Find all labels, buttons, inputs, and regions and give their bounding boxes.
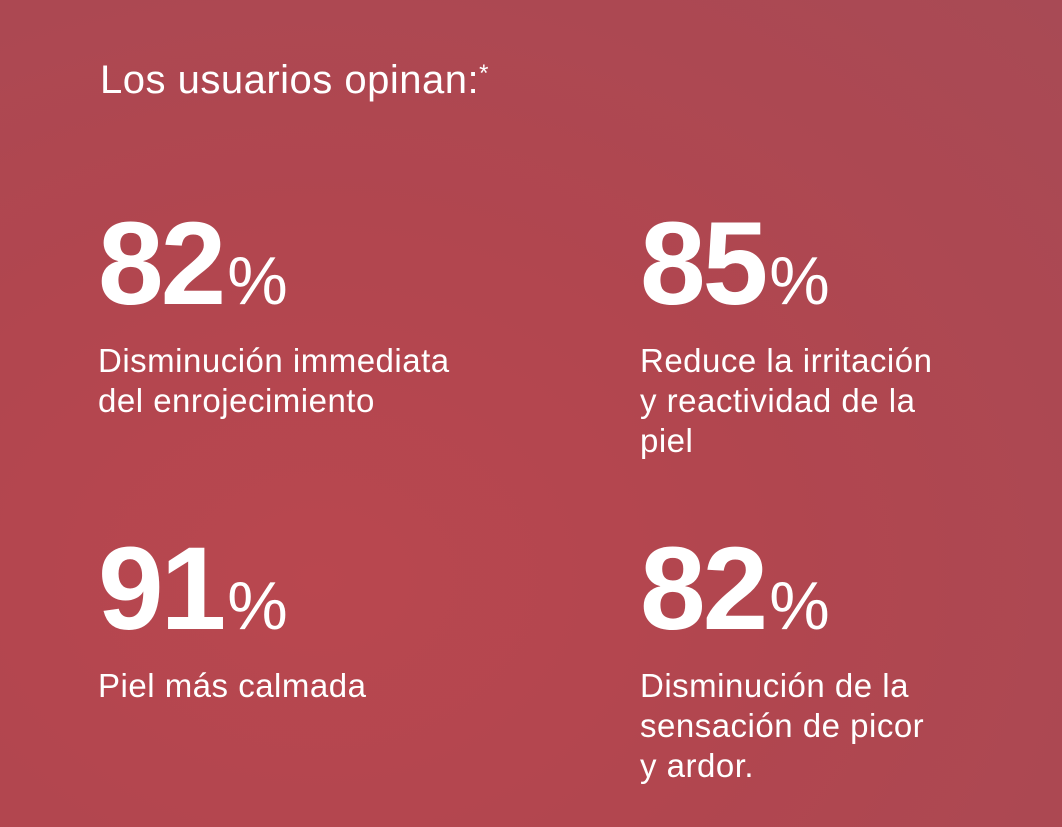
stat-description-line: del enrojecimiento: [98, 382, 375, 419]
stat-figure: 82%: [98, 205, 538, 323]
stat-description: Disminución de la sensación de picor y a…: [640, 666, 1010, 786]
stat-description-line: sensación de picor: [640, 707, 925, 744]
stat-description-line: y ardor.: [640, 747, 755, 784]
stat-description: Piel más calmada: [98, 666, 538, 706]
stat-description-line: y reactividad de la: [640, 382, 916, 419]
stat-irritation: 85% Reduce la irritación y reactividad d…: [640, 205, 1010, 461]
stat-description-line: piel: [640, 422, 694, 459]
percent-sign: %: [769, 568, 830, 644]
stat-description: Disminución immediata del enrojecimiento: [98, 341, 538, 421]
stat-value: 82: [640, 523, 768, 655]
stat-description-line: Disminución immediata: [98, 342, 450, 379]
stat-figure: 85%: [640, 205, 1010, 323]
stat-description: Reduce la irritación y reactividad de la…: [640, 341, 1010, 461]
stat-itching: 82% Disminución de la sensación de picor…: [640, 530, 1010, 786]
stat-value: 85: [640, 198, 768, 330]
stat-description-line: Reduce la irritación: [640, 342, 933, 379]
stat-description-line: Piel más calmada: [98, 667, 367, 704]
percent-sign: %: [227, 243, 288, 319]
section-heading: Los usuarios opinan:*: [100, 58, 489, 103]
stat-calmer-skin: 91% Piel más calmada: [98, 530, 538, 706]
stat-description-line: Disminución de la: [640, 667, 909, 704]
stat-value: 91: [98, 523, 226, 655]
stat-redness: 82% Disminución immediata del enrojecimi…: [98, 205, 538, 421]
heading-asterisk: *: [479, 60, 489, 87]
stat-value: 82: [98, 198, 226, 330]
percent-sign: %: [769, 243, 830, 319]
stat-figure: 91%: [98, 530, 538, 648]
stat-figure: 82%: [640, 530, 1010, 648]
percent-sign: %: [227, 568, 288, 644]
heading-text: Los usuarios opinan:: [100, 58, 480, 102]
